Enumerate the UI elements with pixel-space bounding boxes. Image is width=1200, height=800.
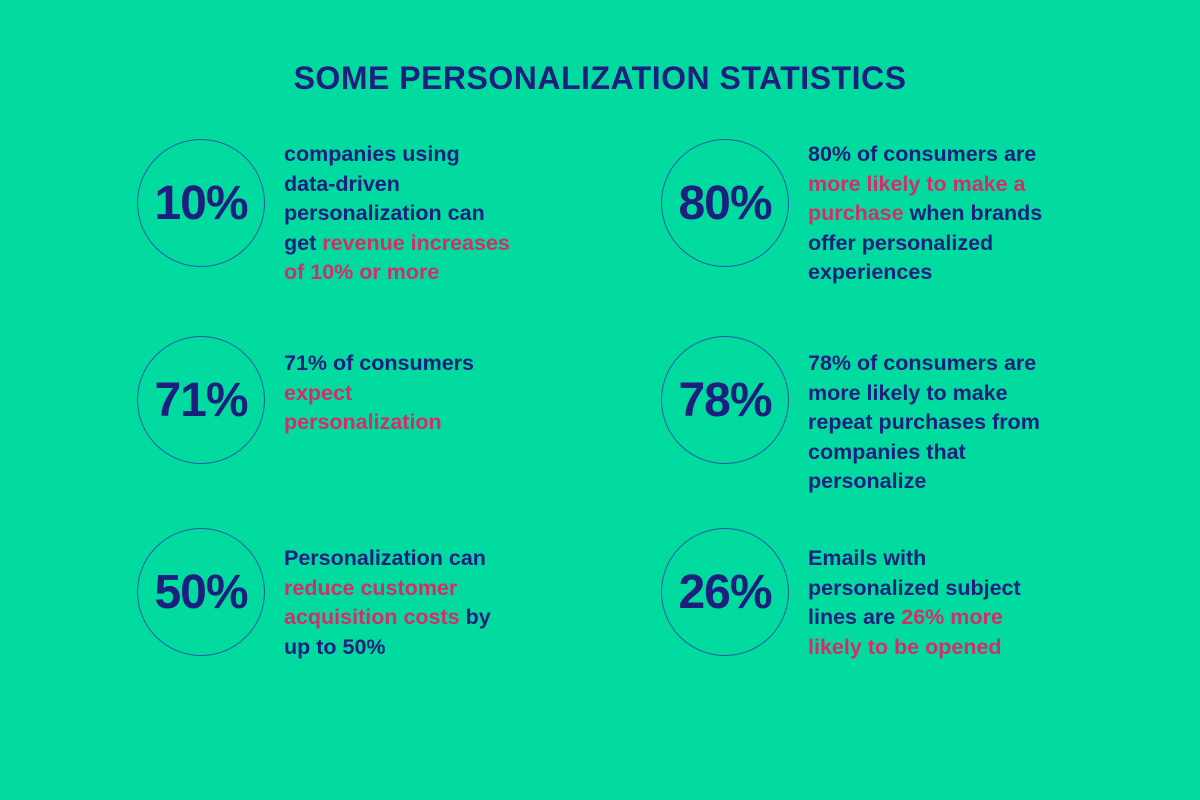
stat-text: 80% of consumers are [808, 142, 1037, 166]
stat-circle: 10% [137, 139, 265, 267]
stat-text: companies using data-driven personalizat… [284, 142, 485, 255]
stat-percent: 78% [678, 373, 772, 427]
stat-description: companies using data-driven personalizat… [284, 140, 559, 288]
stat-circle: 50% [137, 528, 265, 656]
stat-item: 71% 71% of consumers expect personalizati… [137, 336, 577, 536]
stat-text: Personalization can [284, 546, 486, 570]
stat-text-highlight: revenue increases of 10% or more [284, 230, 510, 285]
stat-item: 26% Emails with personalized subject line… [661, 528, 1101, 728]
stat-percent: 26% [678, 565, 772, 619]
page-title: SOME PERSONALIZATION STATISTICS [293, 60, 907, 96]
stat-text: by up to 50% [284, 605, 491, 659]
stat-item: 50% Personalization can reduce customer a… [137, 528, 577, 728]
stat-percent: 71% [154, 373, 248, 427]
stat-circle: 80% [661, 139, 789, 267]
stat-percent: 50% [154, 565, 248, 619]
stat-text-highlight: reduce customer acquisition costs [284, 575, 460, 630]
stat-text-highlight: more likely to make a purchase [808, 171, 1026, 226]
stat-text: 71% of consumers [284, 351, 474, 375]
stat-item: 78% 78% of consumers are more likely to m… [661, 336, 1101, 536]
stat-description: 78% of consumers are more likely to make… [808, 349, 1083, 497]
stat-description: 80% of consumers are more likely to make… [808, 140, 1083, 288]
stat-circle: 26% [661, 528, 789, 656]
stat-percent: 10% [154, 176, 248, 230]
stat-text-highlight: 26% more likely to be opened [808, 605, 1003, 659]
stat-text: Emails with personalized subject lines a… [808, 546, 1021, 629]
stat-percent: 80% [678, 176, 772, 230]
stat-item: 10% companies using data-driven personali… [137, 139, 577, 339]
stat-text: 78% of consumers are more likely to make… [808, 351, 1040, 493]
stat-description: Personalization can reduce customer acqu… [284, 544, 559, 662]
stat-item: 80% 80% of consumers are more likely to m… [661, 139, 1101, 339]
stat-text: when brands offer personalized experienc… [808, 201, 1043, 284]
stat-description: 71% of consumers expect personalization [284, 349, 559, 438]
stat-circle: 71% [137, 336, 265, 464]
stat-circle: 78% [661, 336, 789, 464]
stat-description: Emails with personalized subject lines a… [808, 544, 1083, 662]
stat-text-highlight: expect personalization [284, 380, 442, 435]
